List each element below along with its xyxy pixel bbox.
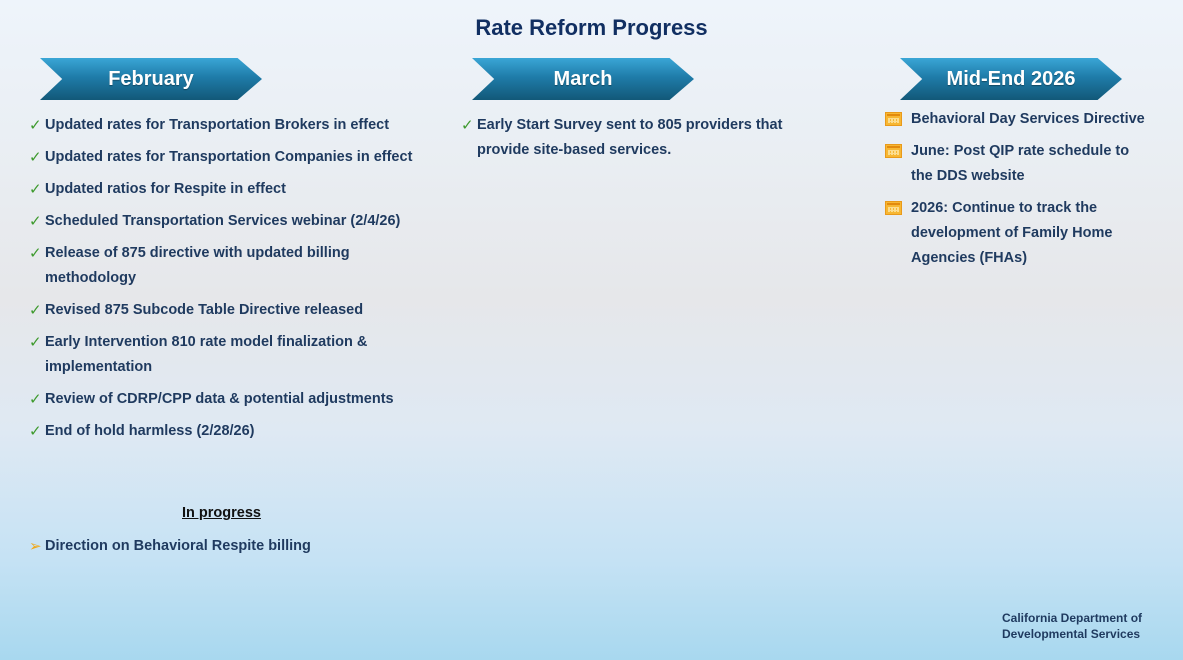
item-text: Updated rates for Transportation Compani…: [45, 149, 413, 165]
check-icon: ✓: [29, 391, 42, 408]
mid-end-2026-list: Behavioral Day Services Directive June: …: [885, 107, 1147, 278]
check-icon: ✓: [29, 181, 42, 198]
check-icon: ✓: [461, 117, 474, 134]
check-icon: ✓: [29, 117, 42, 134]
list-item: ✓ Revised 875 Subcode Table Directive rel…: [29, 298, 424, 323]
list-item: ✓ Updated rates for Transportation Compan…: [29, 145, 424, 170]
calendar-icon: [885, 112, 902, 126]
check-icon: ✓: [29, 245, 42, 262]
in-progress-heading: In progress: [182, 505, 261, 521]
page-title: Rate Reform Progress: [475, 15, 708, 40]
chevron-header-march: March: [472, 58, 694, 100]
list-item: 2026: Continue to track the development …: [885, 196, 1147, 271]
item-text: Early Start Survey sent to 805 providers…: [477, 117, 783, 158]
list-item: June: Post QIP rate schedule to the DDS …: [885, 139, 1147, 189]
item-text: Updated ratios for Respite in effect: [45, 181, 286, 197]
check-icon: ✓: [29, 213, 42, 230]
footer-line-2: Developmental Services: [1002, 627, 1141, 641]
list-item: ➢ Direction on Behavioral Respite billing: [29, 534, 424, 559]
check-icon: ✓: [29, 334, 42, 351]
check-icon: ✓: [29, 149, 42, 166]
march-list: ✓ Early Start Survey sent to 805 provider…: [461, 113, 811, 170]
list-item: ✓ Release of 875 directive with updated b…: [29, 241, 424, 291]
calendar-icon: [885, 201, 902, 215]
list-item: ✓ Early Start Survey sent to 805 provider…: [461, 113, 811, 163]
list-item: ✓ Updated rates for Transportation Broker…: [29, 113, 424, 138]
item-text: Updated rates for Transportation Brokers…: [45, 117, 390, 133]
list-item: ✓ Early Intervention 810 rate model final…: [29, 330, 424, 380]
check-icon: ✓: [29, 423, 42, 440]
footer-organization: California Department of Developmental S…: [1002, 610, 1142, 642]
arrow-bullet-icon: ➢: [29, 538, 42, 555]
list-item: ✓ Updated ratios for Respite in effect: [29, 177, 424, 202]
in-progress-list: ➢ Direction on Behavioral Respite billing: [29, 534, 424, 566]
item-text: June: Post QIP rate schedule to the DDS …: [911, 143, 1130, 184]
item-text: Early Intervention 810 rate model finali…: [45, 334, 368, 375]
list-item: ✓ Scheduled Transportation Services webin…: [29, 209, 424, 234]
check-icon: ✓: [29, 302, 42, 319]
calendar-icon: [885, 144, 902, 158]
item-text: 2026: Continue to track the development …: [911, 200, 1113, 266]
item-text: End of hold harmless (2/28/26): [45, 423, 255, 439]
chevron-header-february: February: [40, 58, 262, 100]
item-text: Review of CDRP/CPP data & potential adju…: [45, 391, 394, 407]
list-item: ✓ Review of CDRP/CPP data & potential adj…: [29, 387, 424, 412]
february-list: ✓ Updated rates for Transportation Broker…: [29, 113, 424, 451]
item-text: Release of 875 directive with updated bi…: [45, 245, 350, 286]
footer-line-1: California Department of: [1002, 611, 1143, 625]
item-text: Scheduled Transportation Services webina…: [45, 213, 401, 229]
list-item: ✓ End of hold harmless (2/28/26): [29, 419, 424, 444]
item-text: Direction on Behavioral Respite billing: [45, 538, 311, 554]
item-text: Revised 875 Subcode Table Directive rele…: [45, 302, 364, 318]
chevron-header-mid-end-2026: Mid-End 2026: [900, 58, 1122, 100]
item-text: Behavioral Day Services Directive: [911, 111, 1145, 127]
list-item: Behavioral Day Services Directive: [885, 107, 1147, 132]
